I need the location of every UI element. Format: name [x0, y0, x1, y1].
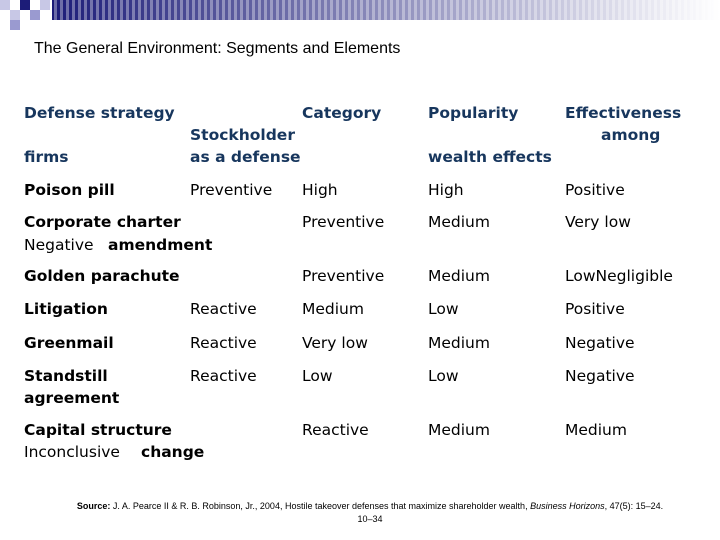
cell: Preventive — [302, 267, 385, 285]
header-cell: Popularity — [428, 104, 519, 122]
cell: amendment — [108, 236, 213, 254]
cell: Negative — [24, 236, 94, 254]
cell: Preventive — [302, 213, 385, 231]
cell: Very low — [565, 213, 631, 231]
cell: change — [141, 443, 205, 461]
header-cell: wealth effects — [428, 148, 552, 166]
cell: Litigation — [24, 300, 108, 318]
cell: Low — [302, 367, 333, 385]
cell: Medium — [428, 421, 490, 439]
cell: Medium — [302, 300, 364, 318]
cell: Greenmail — [24, 334, 114, 352]
cell: agreement — [24, 389, 120, 407]
slide-title: The General Environment: Segments and El… — [34, 40, 401, 57]
cell: Medium — [565, 421, 627, 439]
cell: Negative — [565, 334, 635, 352]
cell: Positive — [565, 181, 625, 199]
cell: Golden parachute — [24, 267, 180, 285]
cell: Reactive — [302, 421, 369, 439]
source-note: Source: J. A. Pearce II & R. B. Robinson… — [20, 500, 720, 526]
cell: Low — [428, 300, 459, 318]
source-citation: , 47(5): 15–24. — [604, 501, 664, 511]
cell: Poison pill — [24, 181, 115, 199]
source-text: J. A. Pearce II & R. B. Robinson, Jr., 2… — [112, 501, 528, 511]
cell: Low — [428, 367, 459, 385]
cell: Reactive — [190, 334, 257, 352]
cell: Preventive — [190, 181, 273, 199]
cell: Medium — [428, 213, 490, 231]
header-cell: Stockholder — [190, 126, 295, 144]
header-cell: Defense strategy — [24, 104, 175, 122]
page-number: 10–34 — [357, 514, 383, 524]
cell: Capital structure — [24, 421, 172, 439]
cell: Negative — [565, 367, 635, 385]
cell: Reactive — [190, 367, 257, 385]
header-cell: Effectiveness — [565, 104, 682, 122]
cell: High — [302, 181, 338, 199]
cell: Reactive — [190, 300, 257, 318]
header-cell: among — [601, 126, 661, 144]
cell: High — [428, 181, 464, 199]
cell: Positive — [565, 300, 625, 318]
decoration — [0, 0, 720, 30]
header-cell: as a defense — [190, 148, 301, 166]
header-cell: Category — [302, 104, 382, 122]
header-cell: firms — [24, 148, 69, 166]
cell: LowNegligible — [565, 267, 673, 285]
source-label: Source: — [76, 501, 111, 511]
cell: Standstill — [24, 367, 108, 385]
cell: Medium — [428, 267, 490, 285]
cell: Medium — [428, 334, 490, 352]
cell: Inconclusive — [24, 443, 120, 461]
source-journal: Business Horizons — [530, 501, 605, 511]
cell: Very low — [302, 334, 368, 352]
cell: Corporate charter — [24, 213, 181, 231]
